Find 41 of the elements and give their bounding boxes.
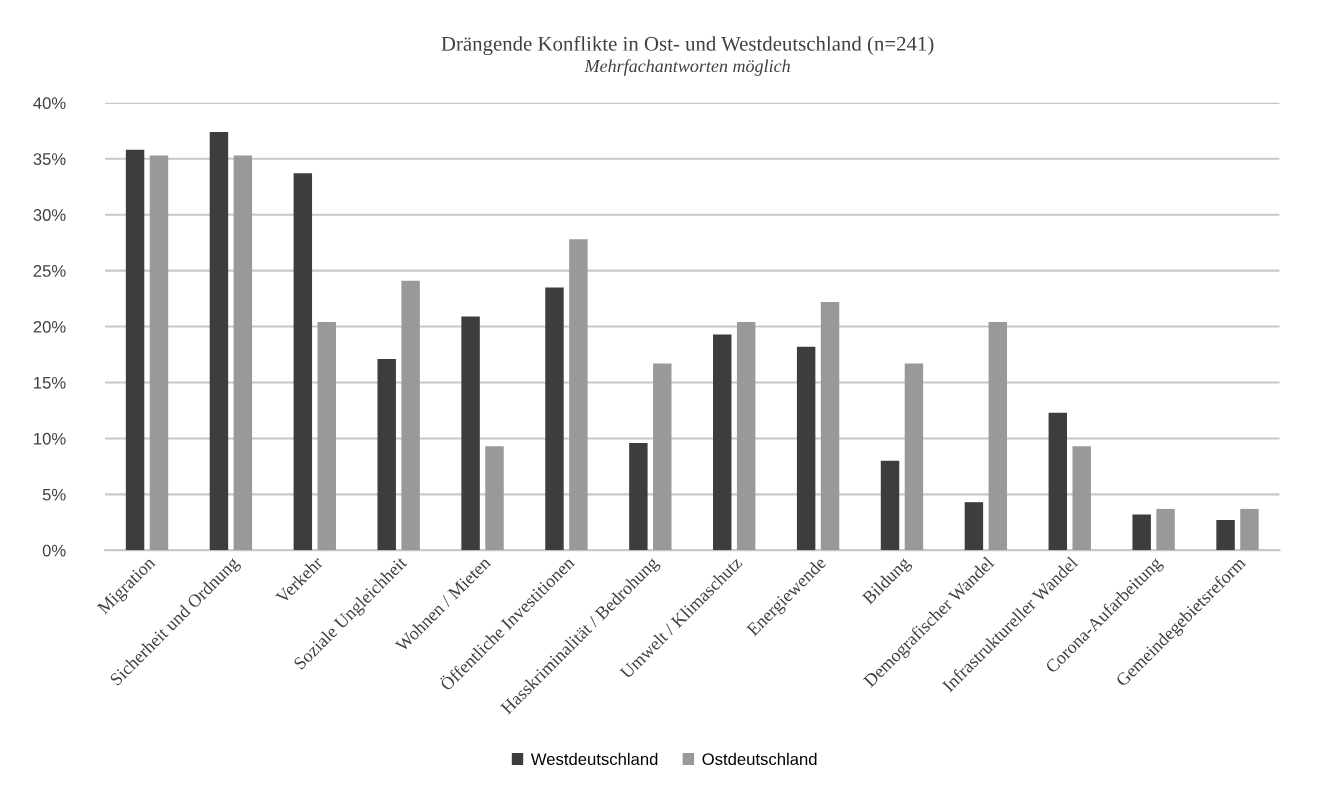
bar bbox=[629, 442, 648, 551]
y-tick-label: 40% bbox=[33, 97, 66, 110]
bar bbox=[293, 173, 313, 551]
bar bbox=[796, 346, 816, 551]
chart-subtitle: Mehrfachantworten möglich bbox=[584, 59, 790, 76]
bar bbox=[125, 149, 145, 551]
bar bbox=[713, 334, 732, 551]
bar bbox=[1072, 446, 1091, 551]
y-tick-label: 35% bbox=[33, 153, 66, 165]
bar bbox=[233, 155, 253, 551]
y-tick-label: 15% bbox=[34, 376, 66, 389]
y-tick-label: 30% bbox=[33, 209, 66, 221]
y-tick-label: 0% bbox=[42, 544, 66, 557]
bar bbox=[1048, 412, 1068, 551]
bar bbox=[820, 301, 840, 551]
bar bbox=[1156, 508, 1175, 551]
bar bbox=[880, 460, 900, 551]
y-tick-label: 5% bbox=[42, 488, 66, 501]
bar bbox=[209, 131, 229, 551]
bar bbox=[653, 363, 672, 551]
bar bbox=[401, 280, 420, 551]
bar bbox=[149, 155, 169, 551]
legend-label: Westdeutschland bbox=[530, 752, 658, 766]
bar bbox=[1240, 508, 1259, 551]
bar bbox=[904, 363, 924, 551]
bar bbox=[485, 446, 504, 551]
bar bbox=[964, 502, 984, 551]
bar bbox=[1216, 520, 1235, 551]
bar bbox=[461, 316, 480, 551]
bar bbox=[545, 287, 564, 551]
bar bbox=[569, 239, 588, 551]
bar bbox=[377, 359, 396, 551]
bar bbox=[317, 322, 336, 551]
legend-label: Ostdeutschland bbox=[702, 752, 817, 766]
y-tick-label: 10% bbox=[34, 432, 66, 445]
bar bbox=[988, 322, 1008, 551]
bar bbox=[1132, 514, 1151, 551]
y-tick-label: 25% bbox=[33, 265, 66, 277]
chart-title: Drängende Konflikte in Ost- und Westdeutschland (n=241) bbox=[441, 35, 934, 56]
y-tick-label: 20% bbox=[33, 320, 66, 333]
bar bbox=[736, 322, 756, 551]
